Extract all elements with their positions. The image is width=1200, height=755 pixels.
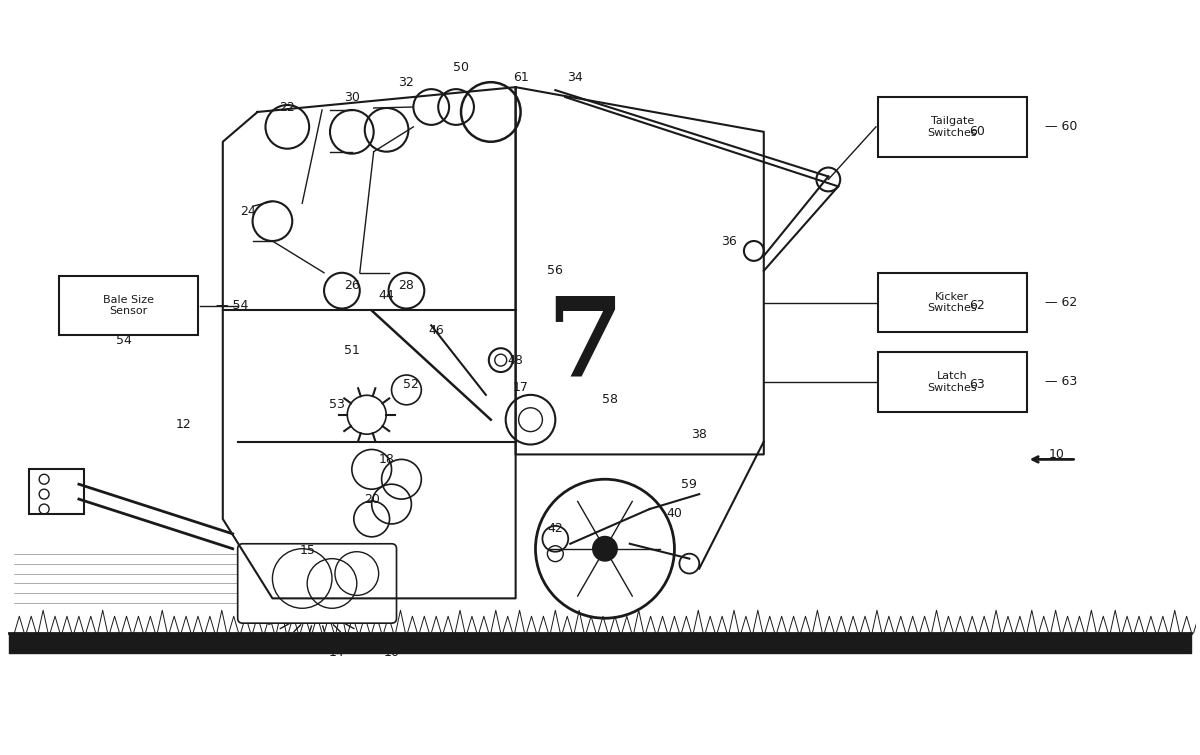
Text: Tailgate
Switches: Tailgate Switches: [928, 116, 977, 137]
Text: 61: 61: [512, 71, 528, 84]
Text: — 60: — 60: [1045, 120, 1078, 134]
Text: 56: 56: [547, 264, 563, 277]
Text: 40: 40: [666, 507, 683, 520]
FancyBboxPatch shape: [238, 544, 396, 623]
Text: 44: 44: [379, 289, 395, 302]
Text: 17: 17: [512, 381, 528, 394]
Text: 10: 10: [1049, 448, 1064, 461]
Text: 28: 28: [398, 279, 414, 292]
FancyBboxPatch shape: [878, 352, 1027, 411]
Text: Latch
Switches: Latch Switches: [928, 371, 977, 393]
Text: 60: 60: [970, 125, 985, 138]
Text: 22: 22: [280, 100, 295, 113]
Polygon shape: [223, 87, 516, 599]
Text: 52: 52: [403, 378, 419, 391]
Text: 59: 59: [682, 478, 697, 491]
Text: 14: 14: [329, 646, 344, 659]
Text: 30: 30: [344, 91, 360, 103]
Text: 54: 54: [115, 334, 132, 347]
Text: 42: 42: [547, 522, 563, 535]
Polygon shape: [516, 87, 763, 455]
FancyBboxPatch shape: [59, 276, 198, 335]
FancyBboxPatch shape: [878, 273, 1027, 332]
Text: — 54: — 54: [216, 299, 248, 312]
Text: 51: 51: [344, 344, 360, 356]
Text: 20: 20: [364, 492, 379, 506]
Text: 24: 24: [240, 205, 256, 217]
Text: 26: 26: [344, 279, 360, 292]
Circle shape: [593, 537, 617, 561]
Text: — 63: — 63: [1045, 375, 1076, 389]
Text: 36: 36: [721, 235, 737, 248]
Text: 63: 63: [970, 378, 985, 391]
Text: 48: 48: [508, 353, 523, 367]
Text: 46: 46: [428, 324, 444, 337]
Text: 7: 7: [546, 291, 624, 399]
Text: 18: 18: [379, 453, 395, 466]
Text: 34: 34: [568, 71, 583, 84]
Text: — 62: — 62: [1045, 296, 1076, 309]
Text: 15: 15: [299, 544, 316, 557]
Text: 12: 12: [175, 418, 191, 431]
Text: 53: 53: [329, 399, 344, 411]
FancyBboxPatch shape: [878, 97, 1027, 156]
Text: 32: 32: [398, 76, 414, 88]
Text: 50: 50: [454, 61, 469, 74]
Text: 38: 38: [691, 428, 707, 441]
Text: 16: 16: [384, 646, 400, 659]
Bar: [29, 470, 84, 514]
Text: 62: 62: [970, 299, 985, 312]
Text: Bale Size
Sensor: Bale Size Sensor: [103, 294, 154, 316]
Text: 58: 58: [602, 393, 618, 406]
Text: Kicker
Switches: Kicker Switches: [928, 291, 977, 313]
